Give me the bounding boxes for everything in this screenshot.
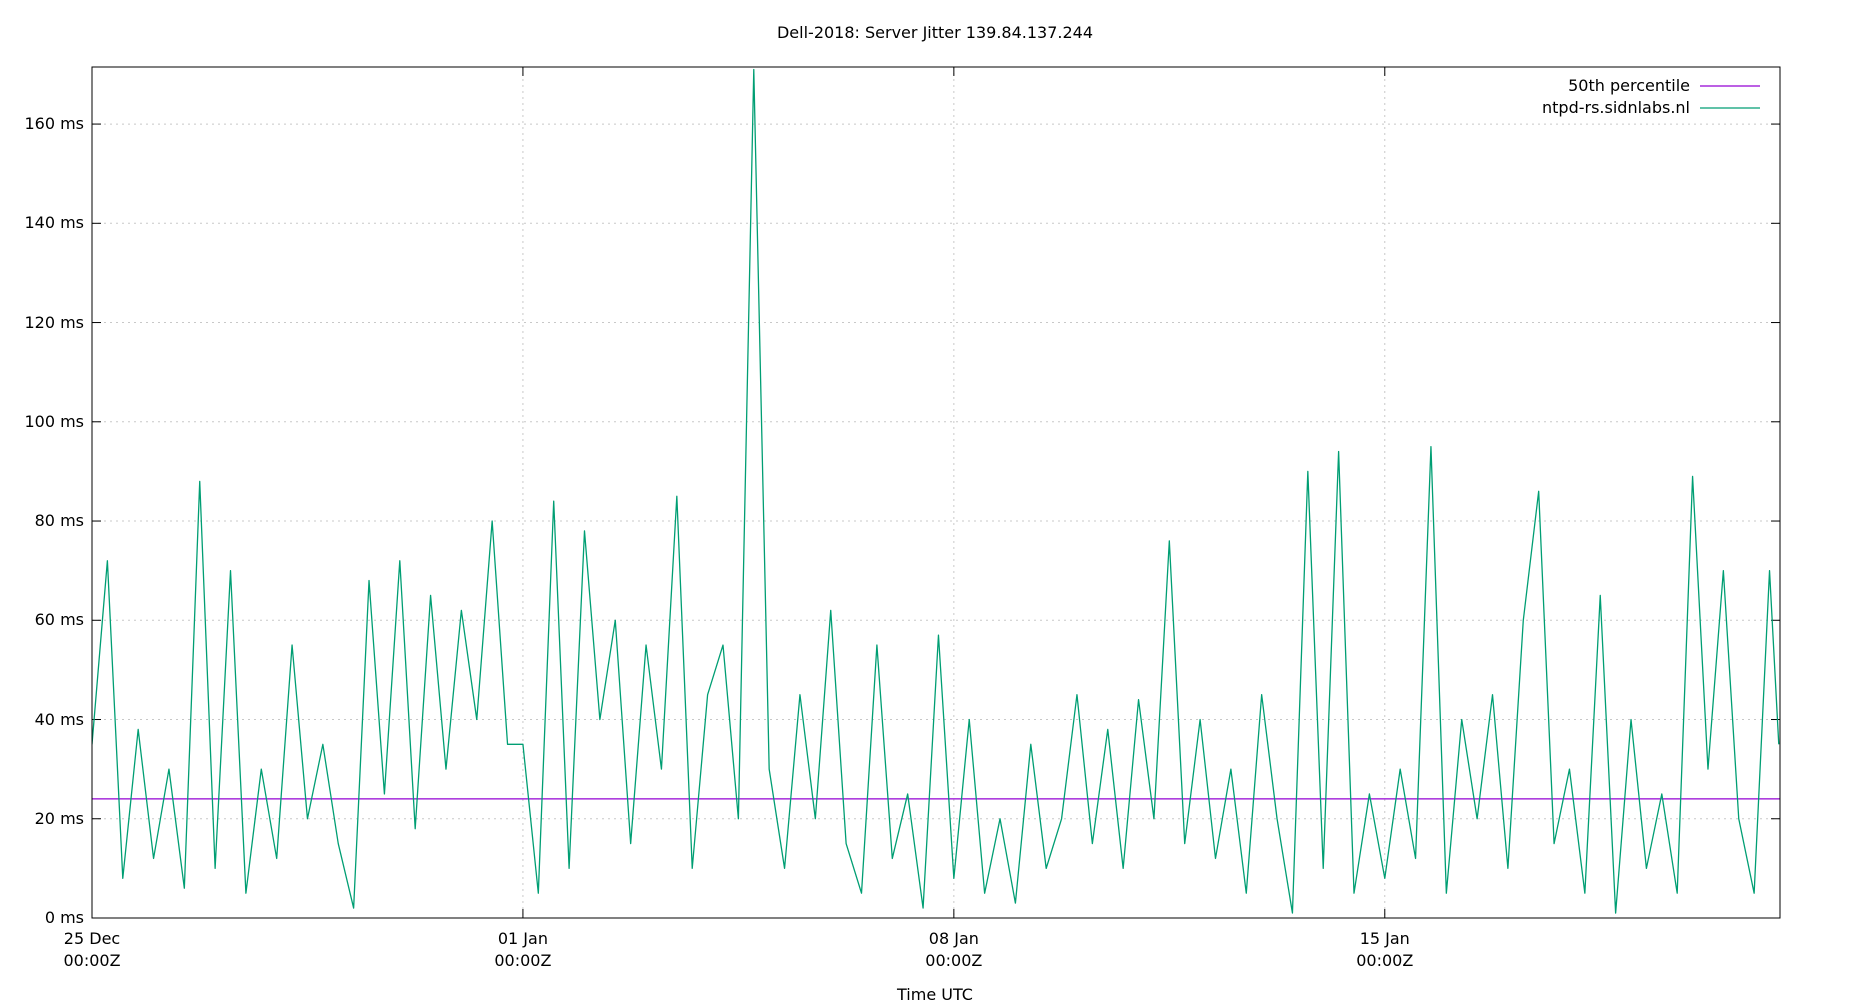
x-tick-label: 15 Jan 00:00Z — [1356, 929, 1414, 970]
legend-label: ntpd-rs.sidnlabs.nl — [1542, 98, 1690, 117]
y-tick-label: 120 ms — [24, 312, 84, 332]
y-tick-label: 100 ms — [24, 411, 84, 431]
y-tick-label: 0 ms — [44, 908, 84, 927]
y-tick-label: 160 ms — [24, 114, 84, 134]
x-axis-label: Time UTC — [897, 985, 973, 1004]
y-tick-label: 60 ms — [34, 610, 84, 630]
legend-label: 50th percentile — [1568, 76, 1690, 95]
chart-title: Dell-2018: Server Jitter 139.84.137.244 — [776, 23, 1094, 42]
x-tick-label: 08 Jan 00:00Z — [925, 929, 983, 970]
y-tick-label: 20 ms — [34, 808, 84, 828]
x-tick-label: 25 Dec 00:00Z — [63, 929, 121, 970]
x-tick-label: 01 Jan 00:00Z — [494, 929, 552, 970]
y-tick-label: 40 ms — [34, 709, 84, 729]
y-tick-label: 80 ms — [34, 511, 84, 531]
data-line — [92, 68, 1780, 914]
y-tick-label: 140 ms — [24, 213, 84, 233]
plot-frame — [91, 66, 1781, 919]
